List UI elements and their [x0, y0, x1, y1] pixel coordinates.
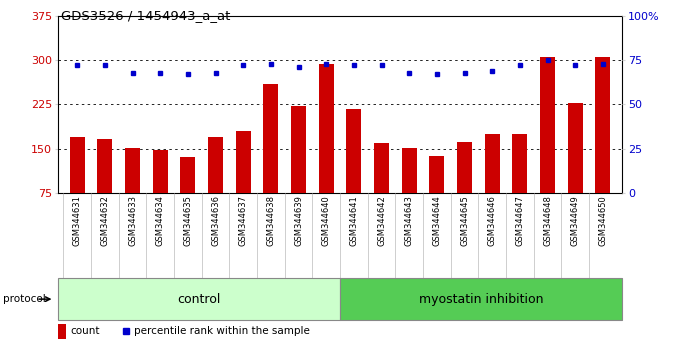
Text: GSM344649: GSM344649 [571, 195, 579, 246]
Text: GSM344642: GSM344642 [377, 195, 386, 246]
Text: GSM344647: GSM344647 [515, 195, 524, 246]
Text: GSM344632: GSM344632 [101, 195, 109, 246]
Bar [340, 278, 622, 320]
Text: GSM344650: GSM344650 [598, 195, 607, 246]
Text: GSM344634: GSM344634 [156, 195, 165, 246]
Bar [263, 84, 278, 193]
Bar [69, 137, 85, 193]
Text: GSM344639: GSM344639 [294, 195, 303, 246]
Bar [291, 106, 306, 193]
Bar [568, 103, 583, 193]
Text: GSM344643: GSM344643 [405, 195, 413, 246]
Bar [58, 278, 340, 320]
Text: control: control [177, 293, 220, 306]
Text: GSM344633: GSM344633 [128, 195, 137, 246]
Text: GSM344644: GSM344644 [432, 195, 441, 246]
Bar [208, 137, 223, 193]
Text: protocol: protocol [3, 294, 46, 304]
Text: GSM344631: GSM344631 [73, 195, 82, 246]
Text: GSM344637: GSM344637 [239, 195, 248, 246]
Text: GSM344641: GSM344641 [350, 195, 358, 246]
Text: GSM344645: GSM344645 [460, 195, 469, 246]
Bar [318, 64, 334, 193]
Text: GSM344638: GSM344638 [267, 195, 275, 246]
Bar [97, 139, 112, 193]
Bar [485, 134, 500, 193]
Text: GSM344636: GSM344636 [211, 195, 220, 246]
Text: GSM344640: GSM344640 [322, 195, 330, 246]
Bar [540, 57, 555, 193]
Text: GSM344648: GSM344648 [543, 195, 552, 246]
Bar [457, 142, 472, 193]
Bar [125, 148, 140, 193]
Bar [180, 157, 195, 193]
Bar [58, 324, 66, 339]
Bar [235, 131, 251, 193]
Bar [402, 148, 417, 193]
Bar [512, 134, 528, 193]
Bar [346, 109, 362, 193]
Bar [374, 143, 389, 193]
Text: percentile rank within the sample: percentile rank within the sample [134, 326, 310, 336]
Text: GSM344635: GSM344635 [184, 195, 192, 246]
Text: count: count [70, 326, 100, 336]
Bar [595, 57, 611, 193]
Text: myostatin inhibition: myostatin inhibition [419, 293, 543, 306]
Text: GDS3526 / 1454943_a_at: GDS3526 / 1454943_a_at [61, 9, 231, 22]
Bar [429, 156, 445, 193]
Bar [152, 150, 168, 193]
Text: GSM344646: GSM344646 [488, 195, 496, 246]
